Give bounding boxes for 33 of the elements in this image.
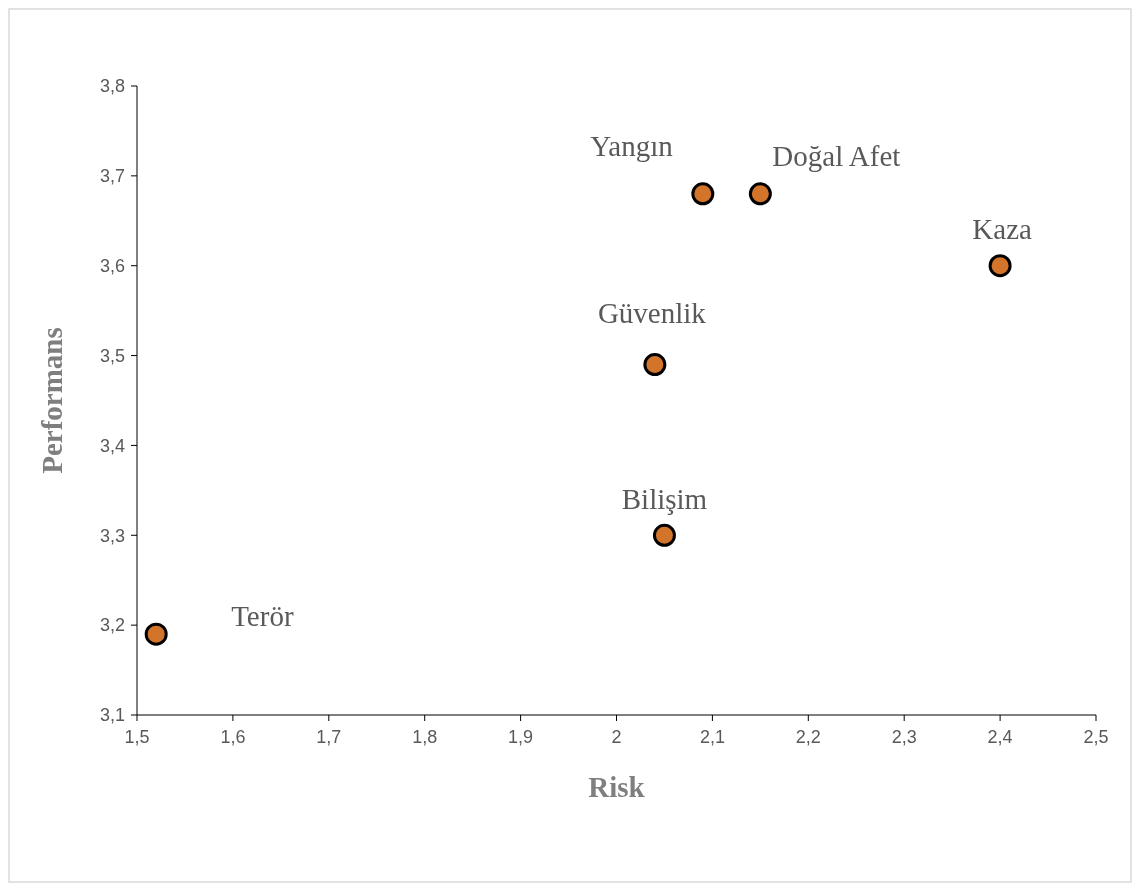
y-axis-title: Performans (36, 327, 68, 474)
annotation: Terör (231, 600, 294, 633)
y-tick-label: 3,1 (99, 705, 125, 726)
y-tick-label: 3,5 (99, 345, 125, 366)
point (643, 353, 667, 377)
x-tick-label: 2,4 (987, 727, 1013, 747)
annotation: Bilişim (621, 483, 708, 516)
x-tick-label: 2 (611, 727, 622, 747)
annotation: Yangın (590, 129, 674, 162)
point (144, 622, 168, 646)
y-tick-label: 3,6 (99, 256, 125, 277)
point (652, 523, 676, 547)
annotation: Güvenlik (597, 296, 707, 329)
x-tick-label: 1,8 (412, 727, 438, 747)
point (691, 182, 715, 206)
x-tick-label: 2,2 (795, 727, 821, 747)
x-tick-label: 1,5 (124, 727, 150, 747)
x-tick-label: 1,7 (316, 727, 342, 747)
x-tick-label: 1,9 (508, 727, 534, 747)
x-axis-title: Risk (588, 771, 646, 803)
point (988, 254, 1012, 278)
y-tick-label: 3,2 (99, 615, 125, 636)
x-tick-label: 2,3 (891, 727, 917, 747)
y-tick-label: 3,4 (99, 435, 125, 456)
annotation: Doğal Afet (772, 139, 901, 172)
x-tick-label: 1,6 (220, 727, 246, 747)
annotation: Kaza (972, 212, 1032, 245)
y-tick-label: 3,8 (99, 76, 125, 97)
y-tick-label: 3,7 (99, 166, 125, 187)
x-tick-label: 2,5 (1083, 727, 1109, 747)
point (748, 182, 772, 206)
x-tick-label: 2,1 (699, 727, 725, 747)
y-tick-label: 3,3 (99, 525, 125, 546)
